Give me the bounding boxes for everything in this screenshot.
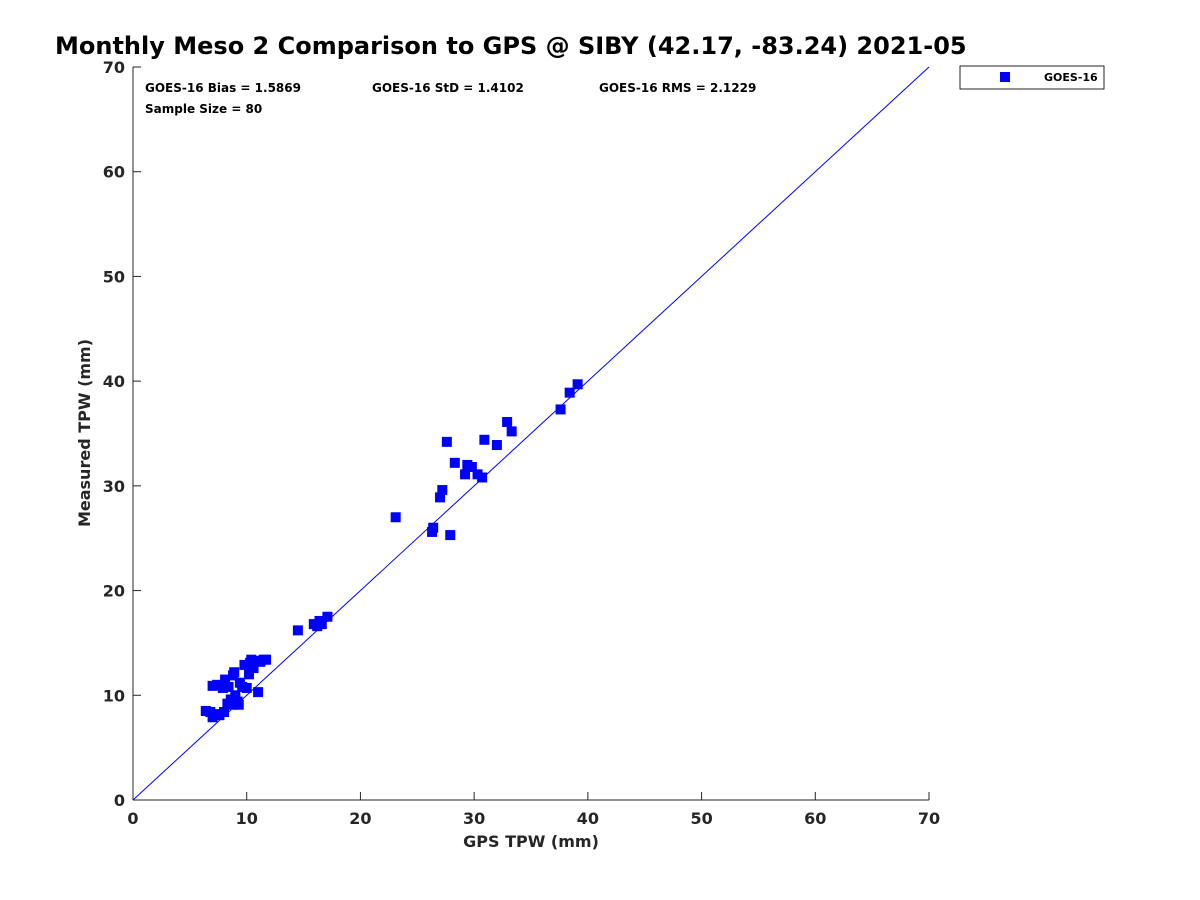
y-tick-label: 10 — [103, 686, 125, 705]
data-point — [479, 434, 490, 445]
data-point — [572, 379, 583, 390]
data-point — [428, 522, 439, 533]
sample-size-annotation: Sample Size = 80 — [145, 102, 262, 116]
x-tick-label: 50 — [690, 809, 712, 828]
data-point — [555, 404, 566, 415]
data-point — [466, 462, 477, 473]
y-tick-label: 40 — [103, 372, 125, 391]
data-point — [322, 611, 333, 622]
data-point — [292, 625, 303, 636]
data-point — [233, 699, 244, 710]
data-point — [212, 679, 223, 690]
data-point — [253, 687, 264, 698]
data-point — [564, 387, 575, 398]
data-point — [316, 619, 327, 630]
data-point — [241, 682, 252, 693]
data-point — [229, 667, 240, 678]
x-tick-label: 0 — [127, 809, 138, 828]
data-point — [239, 659, 250, 670]
data-point — [230, 690, 241, 701]
x-tick-label: 30 — [463, 809, 485, 828]
data-point — [218, 707, 229, 718]
x-tick-label: 70 — [918, 809, 940, 828]
data-point — [460, 469, 471, 480]
one-to-one-line — [132, 66, 930, 801]
data-point — [441, 436, 452, 447]
data-point — [248, 663, 259, 674]
data-point — [445, 530, 456, 541]
chart-title: Monthly Meso 2 Comparison to GPS @ SIBY … — [55, 32, 967, 60]
bias-annotation: GOES-16 Bias = 1.5869 — [145, 81, 301, 95]
axis-ticks: 0 10 20 30 40 50 60 70 0 10 20 30 40 50 60 70 — [103, 58, 940, 828]
rms-annotation: GOES-16 RMS = 2.1229 — [599, 81, 756, 95]
x-tick-label: 40 — [577, 809, 599, 828]
y-tick-label: 50 — [103, 267, 125, 286]
data-point — [223, 681, 234, 692]
std-annotation: GOES-16 StD = 1.4102 — [372, 81, 524, 95]
legend-label-goes-16: GOES-16 — [1044, 71, 1098, 84]
x-tick-label: 60 — [804, 809, 826, 828]
legend-marker-goes-16 — [1000, 72, 1010, 82]
x-tick-label: 20 — [349, 809, 371, 828]
data-point — [261, 654, 272, 665]
data-point — [390, 512, 401, 523]
reference-line-group — [132, 66, 930, 801]
data-point — [435, 492, 446, 503]
legend: GOES-16 — [959, 65, 1105, 90]
y-axis-label: Measured TPW (mm) — [75, 339, 94, 527]
x-axis-label: GPS TPW (mm) — [463, 832, 599, 851]
y-tick-label: 0 — [114, 791, 125, 810]
data-point — [506, 426, 517, 437]
data-point — [437, 485, 448, 496]
data-point — [449, 457, 460, 468]
x-tick-label: 10 — [236, 809, 258, 828]
legend-box — [959, 65, 1105, 90]
data-point — [243, 669, 254, 680]
data-point — [502, 416, 513, 427]
data-point — [491, 440, 502, 451]
y-tick-label: 30 — [103, 477, 125, 496]
y-tick-label: 60 — [103, 163, 125, 182]
data-point — [477, 472, 488, 483]
y-tick-label: 70 — [103, 58, 125, 77]
data-point — [220, 674, 231, 685]
data-points — [200, 379, 583, 723]
y-tick-label: 20 — [103, 582, 125, 601]
data-point — [217, 682, 228, 693]
